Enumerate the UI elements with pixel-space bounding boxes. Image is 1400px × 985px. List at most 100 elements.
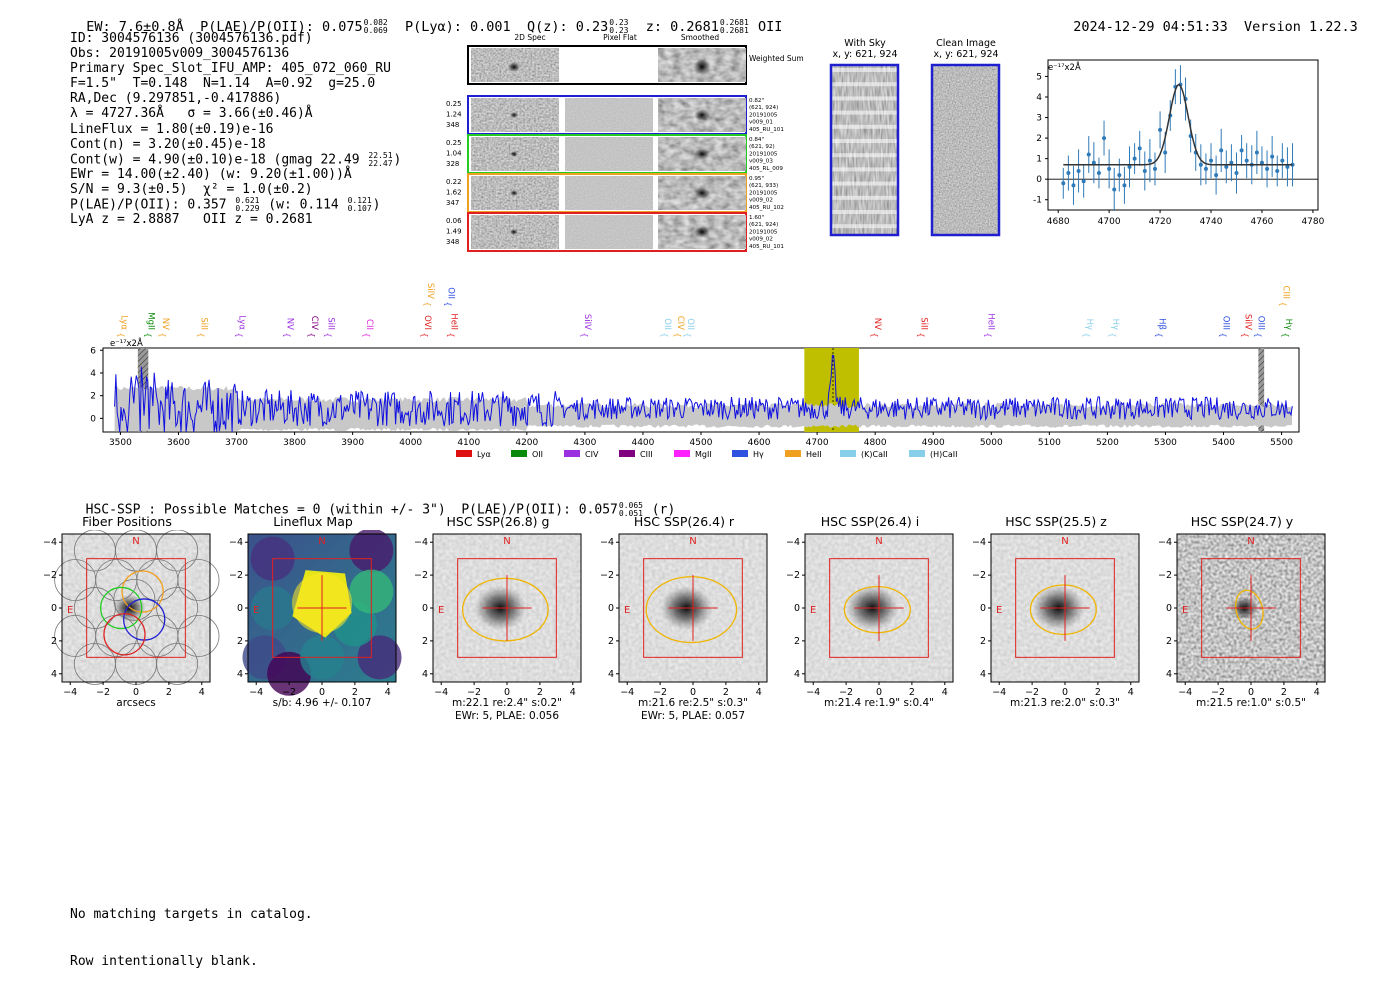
spectrum-x-tick-label: 5300	[1154, 438, 1177, 448]
panel-x-tick-label: 2	[909, 687, 915, 698]
with-sky-coord: x, y: 621, 924	[832, 49, 898, 60]
spectrum-line-name: NV	[872, 318, 882, 330]
zoom-data-point	[1132, 156, 1137, 161]
spectrum-line-label: CIII {	[1278, 286, 1290, 307]
weighted-sum-text: Weighted Sum	[749, 54, 804, 63]
panel-x-tick-label: 0	[1062, 687, 1068, 698]
legend-swatch	[732, 450, 748, 457]
panel-x-tick-label: −2	[1211, 687, 1225, 698]
spectrum-line-marker: {	[1155, 332, 1164, 337]
zoom-x-tick-label: 4780	[1301, 217, 1324, 227]
panel-y-tick-label: 0	[1166, 603, 1172, 614]
panel-title: Fiber Positions	[82, 514, 172, 529]
zoom-data-point	[1147, 158, 1152, 163]
spectrum-line-name: Lyα	[236, 315, 246, 330]
legend-label: Lyα	[477, 450, 491, 459]
with-sky-image	[829, 63, 900, 237]
spectrum-x-tick-label: 3700	[225, 438, 248, 448]
fiber-circle	[156, 642, 199, 685]
catalog-note: No matching targets in catalog. Row inte…	[70, 876, 313, 985]
cutout-right-value: 1.60"	[749, 215, 764, 221]
zoom-data-point	[1086, 152, 1091, 157]
clean-image-label: Clean Image	[936, 38, 996, 49]
zoom-data-point	[1209, 158, 1214, 163]
panel-x-tick-label: −2	[282, 687, 296, 698]
panel-caption: m:21.5 re:1.0" s:0.5"	[1196, 697, 1306, 709]
spectrum-x-tick-label: 4900	[922, 438, 945, 448]
detection-info: ID: 3004576136 (3004576136.pdf) Obs: 201…	[70, 31, 401, 227]
cutout-right-value: 20191005	[749, 190, 778, 196]
aperture-ellipse	[1029, 584, 1097, 635]
panel-y-tick-label: −2	[414, 570, 428, 581]
panel-x-tick-label: −4	[249, 687, 263, 698]
spectrum-line-marker: {	[683, 332, 692, 337]
zoom-data-point	[1137, 146, 1142, 151]
header-plae: P(LAE)/P(OII): 0.075	[200, 19, 363, 35]
spectrum-legend-item: OII	[511, 450, 543, 459]
spectrum-line-name: OVI	[422, 315, 432, 330]
info-contw-hi: 22.51	[368, 150, 393, 160]
spectrum-line-label: CIV {	[673, 316, 685, 338]
cutout-left-value: 0.22	[446, 178, 462, 186]
header-version: Version 1.22.3	[1243, 19, 1358, 35]
cutout-right-value: (621, 924)	[749, 105, 778, 111]
panel-x-tick-label: 4	[942, 687, 948, 698]
spectrum-line-marker: {	[443, 301, 452, 306]
panel-x-tick-label: 2	[1281, 687, 1287, 698]
fiber-circle-highlight	[121, 570, 164, 613]
panel-title: HSC SSP(24.7) y	[1190, 514, 1294, 529]
spectrum-line-marker: {	[870, 332, 879, 337]
info-contw-lo: 22.47	[368, 158, 393, 168]
cutout-right-value: 405_RU_101	[749, 127, 784, 133]
panel-x-tick-label: 4	[385, 687, 391, 698]
panel-x-tick-label: −4	[992, 687, 1006, 698]
sky-fiber-band	[831, 96, 898, 101]
zoom-data-point	[1066, 171, 1071, 176]
zoom-data-point	[1270, 154, 1275, 159]
spectrum-legend-item: Hγ	[732, 450, 764, 459]
col-2d-spec: 2D Spec	[514, 33, 546, 42]
zoom-y-tick-label: 5	[1036, 72, 1042, 82]
zoom-data-point	[1239, 148, 1244, 153]
spectrum-legend-item: CIII	[619, 450, 653, 459]
legend-label: MgII	[695, 450, 712, 459]
search-box	[829, 558, 929, 658]
sky-fiber-band	[831, 68, 898, 72]
spectrum-line-marker: {	[158, 332, 167, 337]
spectrum-line-name: CIII	[1280, 286, 1290, 299]
spectrum-legend-item: (K)CaII	[840, 450, 888, 459]
spectrum-line-marker: {	[197, 332, 206, 337]
zoom-x-tick-label: 4680	[1047, 217, 1070, 227]
zoom-data-point	[1254, 150, 1259, 155]
spectrum-line-name: CIV	[675, 316, 685, 330]
panel-y-tick-label: 0	[980, 603, 986, 614]
panel-y-tick-label: −2	[972, 570, 986, 581]
spectrum-masked-region	[1258, 348, 1265, 432]
zoom-y-tick-label: 4	[1036, 93, 1042, 103]
zoom-data-point	[1229, 160, 1234, 165]
east-marker: E	[253, 605, 259, 616]
north-marker: N	[132, 536, 139, 547]
cutout-pixel-flat	[565, 98, 653, 132]
spectrum-line-label: HeII {	[983, 313, 995, 337]
info-id: ID: 3004576136 (3004576136.pdf)	[70, 31, 313, 46]
spectrum-line-label: CIV {	[307, 316, 319, 338]
spectrum-legend-item: Lyα	[456, 450, 491, 459]
spectrum-line-marker: {	[362, 332, 371, 337]
sky-fiber-band	[831, 224, 898, 229]
panel-y-tick-label: −4	[43, 537, 57, 548]
zoom-data-point	[1076, 168, 1081, 173]
panel-y-tick-label: 0	[794, 603, 800, 614]
header-z-line: OII	[757, 19, 783, 35]
panel-y-tick-label: 4	[980, 669, 986, 680]
panel-x-tick-label: 4	[1314, 687, 1320, 698]
search-box	[457, 558, 557, 658]
zoom-data-point	[1244, 158, 1249, 163]
catalog-note-line1: No matching targets in catalog.	[70, 907, 313, 922]
zoom-y-tick-label: 3	[1036, 114, 1042, 124]
spectrum-line-name: SiII	[325, 317, 335, 330]
spectrum-line-label: SiIV {	[423, 283, 435, 307]
legend-swatch	[785, 450, 801, 457]
panel-y-tick-label: −4	[1158, 537, 1172, 548]
